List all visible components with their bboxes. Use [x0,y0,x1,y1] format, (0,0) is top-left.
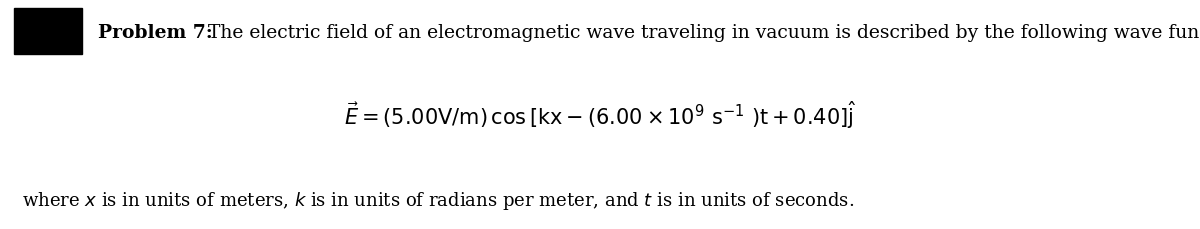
Text: The electric field of an electromagnetic wave traveling in vacuum is described b: The electric field of an electromagnetic… [190,24,1200,42]
Text: Problem 7:: Problem 7: [98,24,214,42]
Text: $\vec{E} = \mathrm{(5.00V/m)\,cos\,[kx} - \mathrm{(6.00 \times 10^{9}\ s^{-1}\ ): $\vec{E} = \mathrm{(5.00V/m)\,cos\,[kx} … [343,99,857,130]
Text: where $x$ is in units of meters, $k$ is in units of radians per meter, and $t$ i: where $x$ is in units of meters, $k$ is … [22,189,853,211]
Bar [14,9,82,55]
